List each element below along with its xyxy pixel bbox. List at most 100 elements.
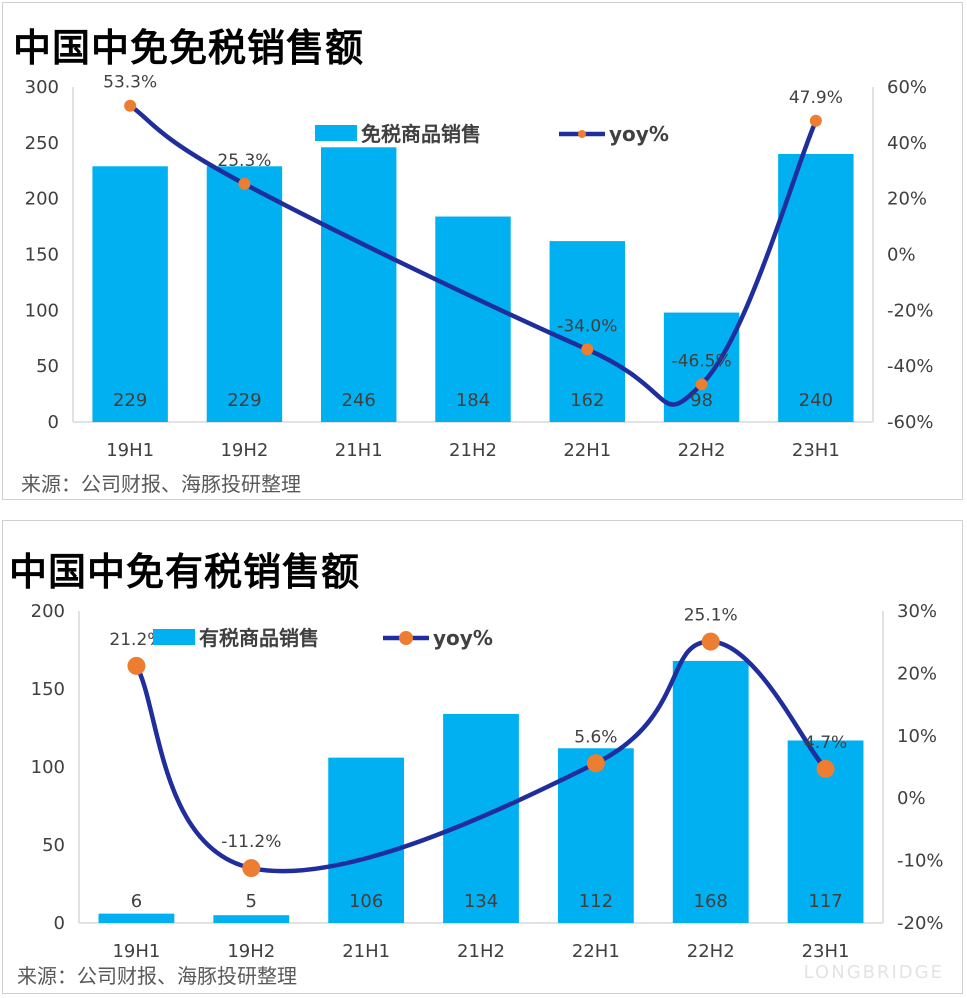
y-tick-label: 150 [25,245,59,266]
yoy-marker [695,378,708,391]
bar-value-label: 246 [342,390,376,411]
bar [92,166,168,422]
y2-tick-label: -20% [887,300,934,321]
bar-value-label: 117 [808,891,842,912]
bar-value-label: 162 [570,390,604,411]
bar [213,915,290,923]
y2-tick-label: -40% [887,356,934,377]
source-note: 来源：公司财报、海豚投研整理 [21,472,301,496]
x-tick-label: 22H2 [687,941,735,962]
yoy-marker [581,343,594,356]
x-tick-label: 22H1 [563,440,611,461]
bar-value-label: 229 [227,390,261,411]
bar [98,913,175,923]
bar [328,757,405,923]
y-tick-label: 200 [31,601,65,622]
yoy-value-label: -11.2% [221,832,281,852]
x-tick-label: 19H1 [106,440,154,461]
legend-bar-label: 免税商品销售 [361,122,481,146]
legend-line-marker [578,130,586,138]
x-tick-label: 21H1 [342,941,390,962]
yoy-marker [127,656,146,675]
legend-line-label: yoy% [609,122,669,146]
yoy-marker [816,759,835,778]
bar-value-label: 240 [799,390,833,411]
x-tick-label: 23H1 [802,941,850,962]
yoy-value-label: 21.2% [109,630,163,650]
source-note: 来源：公司财报、海豚投研整理 [17,964,297,988]
yoy-marker [238,177,251,190]
y2-tick-label: -20% [897,913,944,934]
bar [206,166,283,422]
yoy-value-label: 47.9% [789,88,843,108]
bar [549,241,625,422]
y2-tick-label: -60% [887,412,934,433]
y2-tick-label: 10% [897,726,937,747]
y-tick-label: 0 [54,913,65,934]
yoy-marker [809,114,822,127]
y2-tick-label: 20% [887,189,927,210]
yoy-marker [242,859,261,878]
x-tick-label: 21H1 [335,440,383,461]
y2-tick-label: 0% [897,788,926,809]
y2-tick-label: 0% [887,245,916,266]
yoy-marker [701,632,720,651]
bar [672,660,749,923]
y-tick-label: 50 [42,835,65,856]
y2-tick-label: 40% [887,133,927,154]
bar [778,154,854,422]
yoy-value-label: 25.1% [684,606,738,626]
bar-value-label: 229 [113,390,147,411]
x-tick-label: 21H2 [457,941,505,962]
x-tick-label: 19H2 [220,440,268,461]
legend-bar-swatch [153,629,195,645]
y-tick-label: 200 [25,189,59,210]
chart-panel-duty-paid: 中国中免有税销售额 0 50 100 150 200 -20% -10% 0% 10% 20% 30… [2,520,963,994]
yoy-value-label: 5.6% [574,727,617,747]
bar-value-label: 6 [131,891,142,912]
x-tick-label: 21H2 [449,440,497,461]
yoy-value-label: 25.3% [217,151,271,171]
yoy-marker [586,754,605,773]
y2-tick-label: 20% [897,663,937,684]
yoy-value-label: 53.3% [103,73,157,93]
y-tick-label: 150 [31,679,65,700]
bar-value-label: 134 [464,891,498,912]
bar-value-label: 168 [694,891,728,912]
x-tick-label: 19H2 [227,941,275,962]
y2-tick-label: 30% [897,601,937,622]
bar [321,147,397,423]
bar-value-label: 98 [690,390,713,411]
bar-value-label: 184 [456,390,490,411]
yoy-value-label: -34.0% [557,316,617,336]
bar [435,216,511,422]
y-tick-label: 0 [48,412,59,433]
legend-line-marker [399,631,413,645]
y-tick-label: 50 [36,356,59,377]
legend-line-label: yoy% [433,626,493,650]
x-tick-label: 19H1 [112,941,160,962]
y2-tick-label: -10% [897,851,944,872]
y-tick-label: 100 [25,300,59,321]
legend-bar-label: 有税商品销售 [199,626,319,650]
chart-title: 中国中免有税销售额 [9,550,361,594]
chart-plot-duty-free: 0 50 100 150 200 250 300 -60% -40% -20% 0% 20% 40% 60… [25,73,934,461]
y-tick-label: 100 [31,757,65,778]
bar-value-label: 106 [349,891,383,912]
x-tick-label: 22H1 [572,941,620,962]
x-tick-label: 23H1 [792,440,840,461]
chart-panel-duty-free: 中国中免免税销售额 0 50 100 150 200 250 300 -60% -40% -20%… [2,2,963,500]
yoy-line [134,639,828,874]
watermark-text: LONGBRIDGE [803,962,944,983]
legend-bar-swatch [315,125,357,141]
bar-value-label: 5 [246,891,257,912]
y-tick-label: 250 [25,133,59,154]
x-tick-label: 22H2 [678,440,726,461]
yoy-value-label: 4.7% [804,733,847,753]
chart-title: 中国中免免税销售额 [13,26,365,70]
y2-tick-label: 60% [887,77,927,98]
chart-plot-duty-paid: 0 50 100 150 200 -20% -10% 0% 10% 20% 30% 19H1 19H2 2… [31,601,944,962]
yoy-marker [124,99,137,112]
yoy-value-label: -46.5% [672,351,732,371]
y-tick-label: 300 [25,77,59,98]
